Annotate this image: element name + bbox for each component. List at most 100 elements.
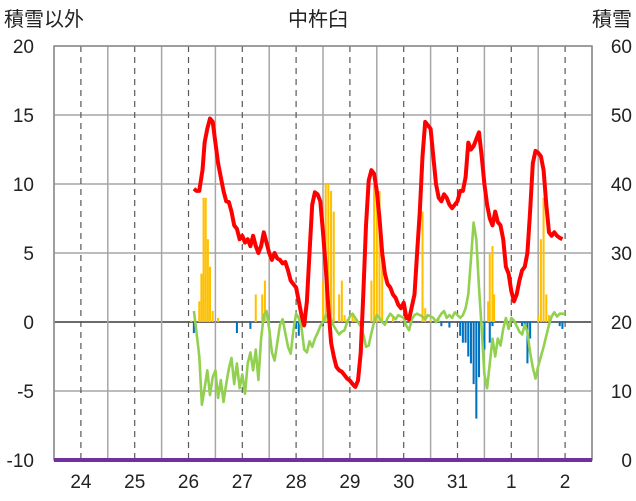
precip-bar — [373, 184, 376, 322]
precip-bar — [211, 310, 214, 322]
precip-bar — [200, 273, 203, 322]
precip-bar — [547, 315, 550, 322]
right-tick-label: 60 — [611, 37, 632, 58]
sunshine-bar — [477, 322, 481, 378]
precip-bar — [321, 280, 325, 322]
left-tick-label: -10 — [7, 451, 34, 472]
right-tick-label: 20 — [611, 313, 632, 334]
x-tick-label: 30 — [393, 472, 414, 493]
plot-frame — [53, 45, 593, 462]
precip-bar — [343, 315, 346, 322]
precip-bar — [399, 320, 403, 322]
temperature-line — [192, 221, 566, 407]
precip-bar — [340, 280, 343, 322]
sunshine-bar — [526, 322, 529, 364]
left-tick-label: 5 — [23, 244, 34, 265]
right-tick-label: 40 — [611, 175, 632, 196]
sunshine-bar — [491, 322, 494, 327]
right-axis-title: 積雪 — [592, 8, 632, 31]
precip-bar — [330, 190, 333, 322]
precip-bar — [421, 211, 424, 322]
precip-bar — [424, 308, 427, 322]
precip-bar — [378, 190, 381, 322]
precip-bar — [370, 280, 373, 322]
precip-bar — [542, 197, 545, 322]
right-axis-ticks: 0 10 20 30 40 50 60 — [611, 37, 632, 472]
sunshine-bar — [448, 322, 451, 328]
sunshine-bar — [472, 322, 475, 385]
x-tick-label: 27 — [232, 472, 253, 493]
precip-bar — [381, 253, 384, 322]
x-tick-label: 26 — [178, 472, 199, 493]
x-tick-label: 1 — [506, 472, 517, 493]
x-tick-label: 25 — [124, 472, 145, 493]
precip-bar — [338, 294, 341, 322]
sunshine-bar — [469, 322, 472, 364]
precip-bar — [263, 280, 266, 322]
precip-bar — [261, 294, 264, 322]
precip-bar — [208, 266, 212, 322]
sunshine-bar — [529, 322, 532, 339]
left-tick-label: 20 — [13, 37, 34, 58]
sunshine-bar — [192, 322, 195, 334]
right-tick-label: 0 — [621, 451, 632, 472]
precip-bar — [332, 211, 335, 322]
x-tick-label: 24 — [70, 472, 92, 493]
precip-bars — [190, 184, 550, 322]
precip-bar — [391, 317, 394, 322]
precip-bar — [254, 294, 257, 322]
precip-bar — [375, 184, 378, 322]
sunshine-bar — [561, 322, 564, 329]
precip-bar — [487, 301, 490, 322]
sunshine-bar — [521, 322, 524, 327]
x-tick-label: 29 — [339, 472, 360, 493]
precip-bar — [217, 317, 220, 322]
precip-bar — [327, 184, 330, 322]
sunshine-bars — [192, 322, 564, 419]
sunshine-bar — [467, 322, 470, 357]
precip-bar — [206, 239, 209, 322]
sunshine-bar — [440, 322, 443, 327]
precip-bar — [351, 315, 354, 322]
sunshine-bar — [295, 322, 298, 329]
precip-bar — [437, 319, 440, 322]
sunshine-bar — [297, 322, 300, 336]
x-axis-ticks: 24 25 26 27 28 29 30 31 1 2 — [70, 472, 570, 493]
precip-bar — [537, 315, 540, 322]
precip-bar — [539, 239, 542, 322]
left-tick-label: 0 — [23, 313, 34, 334]
left-axis-title: 積雪以外 — [4, 8, 84, 31]
x-tick-label: 2 — [560, 472, 571, 493]
sunshine-bar — [249, 322, 252, 329]
left-axis-ticks: -10 -5 0 5 10 15 20 — [7, 37, 34, 472]
precip-bar — [198, 301, 201, 322]
precip-bar — [491, 246, 494, 322]
precip-bar — [202, 197, 205, 322]
left-tick-label: 15 — [13, 106, 34, 127]
precip-bar — [204, 197, 207, 322]
precip-bar — [493, 294, 496, 322]
precip-bar — [190, 320, 193, 322]
sunshine-bar — [235, 322, 238, 334]
snow-depth-line — [192, 116, 564, 389]
sunshine-bar — [558, 322, 561, 327]
right-tick-label: 10 — [611, 382, 632, 403]
series-lines — [192, 116, 566, 407]
left-tick-label: 10 — [13, 175, 34, 196]
precip-bar — [488, 253, 491, 322]
sunshine-bar — [483, 322, 486, 350]
right-tick-label: 30 — [611, 244, 632, 265]
precip-bar — [429, 319, 432, 322]
sunshine-bar — [475, 322, 478, 419]
chart-title: 中杵臼 — [288, 8, 348, 31]
sunshine-bar — [461, 322, 464, 343]
precip-bar — [545, 294, 548, 322]
x-tick-label: 28 — [286, 472, 307, 493]
right-tick-label: 50 — [611, 106, 632, 127]
x-tick-label: 31 — [447, 472, 468, 493]
sunshine-bar — [488, 322, 491, 343]
sunshine-bar — [459, 322, 462, 336]
left-tick-label: -5 — [17, 382, 34, 403]
sunshine-bar — [464, 322, 467, 343]
